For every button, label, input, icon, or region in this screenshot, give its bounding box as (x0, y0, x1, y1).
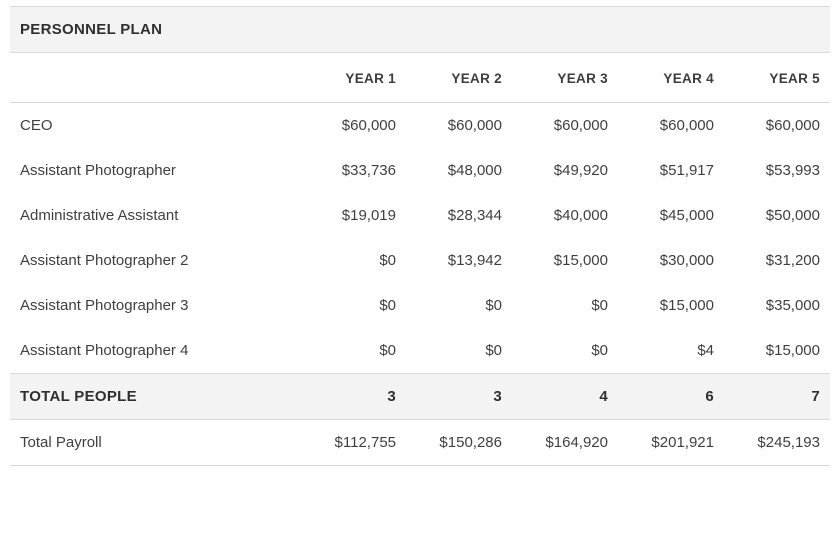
total-people-label: TOTAL PEOPLE (10, 374, 300, 420)
value-cell: $60,000 (724, 103, 830, 149)
value-cell: $35,000 (724, 283, 830, 328)
value-cell: $0 (406, 283, 512, 328)
value-cell: $15,000 (618, 283, 724, 328)
table-row: Assistant Photographer $33,736 $48,000 $… (10, 148, 830, 193)
value-cell: $28,344 (406, 193, 512, 238)
header-year-3: YEAR 3 (512, 53, 618, 103)
value-cell: $30,000 (618, 238, 724, 283)
table-row: Assistant Photographer 2 $0 $13,942 $15,… (10, 238, 830, 283)
value-cell: $60,000 (512, 103, 618, 149)
table-row: Administrative Assistant $19,019 $28,344… (10, 193, 830, 238)
value-cell: $48,000 (406, 148, 512, 193)
role-cell: Assistant Photographer (10, 148, 300, 193)
value-cell: $19,019 (300, 193, 406, 238)
value-cell: $15,000 (724, 328, 830, 374)
header-year-4: YEAR 4 (618, 53, 724, 103)
total-payroll-cell: $150,286 (406, 420, 512, 466)
value-cell: $0 (512, 283, 618, 328)
value-cell: $40,000 (512, 193, 618, 238)
table-title: PERSONNEL PLAN (10, 6, 830, 53)
role-cell: Administrative Assistant (10, 193, 300, 238)
role-cell: CEO (10, 103, 300, 149)
header-year-2: YEAR 2 (406, 53, 512, 103)
header-year-1: YEAR 1 (300, 53, 406, 103)
value-cell: $60,000 (300, 103, 406, 149)
value-cell: $53,993 (724, 148, 830, 193)
table-row: CEO $60,000 $60,000 $60,000 $60,000 $60,… (10, 103, 830, 149)
total-payroll-cell: $112,755 (300, 420, 406, 466)
value-cell: $4 (618, 328, 724, 374)
header-year-5: YEAR 5 (724, 53, 830, 103)
value-cell: $49,920 (512, 148, 618, 193)
total-people-row: TOTAL PEOPLE 3 3 4 6 7 (10, 374, 830, 420)
value-cell: $0 (300, 328, 406, 374)
table-row: Assistant Photographer 4 $0 $0 $0 $4 $15… (10, 328, 830, 374)
value-cell: $15,000 (512, 238, 618, 283)
header-role (10, 53, 300, 103)
data-table: YEAR 1 YEAR 2 YEAR 3 YEAR 4 YEAR 5 CEO $… (10, 53, 830, 466)
value-cell: $50,000 (724, 193, 830, 238)
value-cell: $45,000 (618, 193, 724, 238)
value-cell: $0 (512, 328, 618, 374)
total-people-cell: 3 (300, 374, 406, 420)
value-cell: $31,200 (724, 238, 830, 283)
role-cell: Assistant Photographer 2 (10, 238, 300, 283)
total-people-cell: 3 (406, 374, 512, 420)
total-people-cell: 7 (724, 374, 830, 420)
value-cell: $0 (300, 283, 406, 328)
total-payroll-cell: $245,193 (724, 420, 830, 466)
total-payroll-cell: $164,920 (512, 420, 618, 466)
value-cell: $60,000 (618, 103, 724, 149)
value-cell: $0 (300, 238, 406, 283)
table-row: Assistant Photographer 3 $0 $0 $0 $15,00… (10, 283, 830, 328)
header-row: YEAR 1 YEAR 2 YEAR 3 YEAR 4 YEAR 5 (10, 53, 830, 103)
total-payroll-cell: $201,921 (618, 420, 724, 466)
total-payroll-label: Total Payroll (10, 420, 300, 466)
personnel-plan-table: PERSONNEL PLAN YEAR 1 YEAR 2 YEAR 3 YEAR… (0, 0, 840, 472)
value-cell: $0 (406, 328, 512, 374)
total-payroll-row: Total Payroll $112,755 $150,286 $164,920… (10, 420, 830, 466)
role-cell: Assistant Photographer 3 (10, 283, 300, 328)
value-cell: $13,942 (406, 238, 512, 283)
total-people-cell: 4 (512, 374, 618, 420)
total-people-cell: 6 (618, 374, 724, 420)
role-cell: Assistant Photographer 4 (10, 328, 300, 374)
value-cell: $33,736 (300, 148, 406, 193)
value-cell: $51,917 (618, 148, 724, 193)
value-cell: $60,000 (406, 103, 512, 149)
